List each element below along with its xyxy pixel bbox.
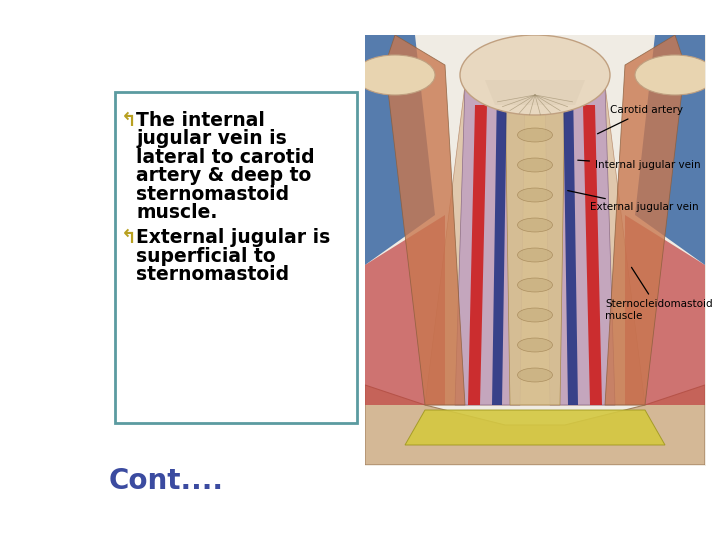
Text: Sternocleidomastoid
muscle: Sternocleidomastoid muscle	[605, 267, 713, 321]
Polygon shape	[505, 85, 565, 405]
Polygon shape	[625, 215, 705, 405]
Polygon shape	[545, 85, 615, 405]
Text: superficial to: superficial to	[137, 247, 276, 266]
Polygon shape	[635, 35, 705, 265]
Ellipse shape	[355, 55, 435, 95]
Ellipse shape	[518, 368, 552, 382]
Polygon shape	[583, 105, 602, 405]
Polygon shape	[468, 105, 487, 405]
Ellipse shape	[518, 98, 552, 112]
Ellipse shape	[518, 338, 552, 352]
Polygon shape	[405, 410, 665, 445]
Ellipse shape	[635, 55, 715, 95]
Polygon shape	[385, 35, 465, 405]
Ellipse shape	[518, 308, 552, 322]
Text: sternomastoid: sternomastoid	[137, 265, 289, 284]
Text: External jugular is: External jugular is	[137, 228, 330, 247]
Ellipse shape	[460, 35, 610, 115]
Polygon shape	[563, 85, 578, 405]
Text: Internal jugular vein: Internal jugular vein	[577, 160, 701, 170]
Text: lateral to carotid: lateral to carotid	[137, 148, 315, 167]
Ellipse shape	[518, 158, 552, 172]
Text: External jugular vein: External jugular vein	[567, 191, 698, 212]
Ellipse shape	[518, 278, 552, 292]
Text: muscle.: muscle.	[137, 204, 218, 222]
Polygon shape	[455, 85, 525, 405]
FancyBboxPatch shape	[115, 92, 357, 423]
Polygon shape	[365, 385, 705, 465]
Text: The internal: The internal	[137, 111, 266, 130]
Ellipse shape	[518, 188, 552, 202]
Ellipse shape	[518, 128, 552, 142]
Text: jugular vein is: jugular vein is	[137, 130, 287, 148]
Polygon shape	[425, 85, 645, 405]
Polygon shape	[365, 35, 435, 265]
Ellipse shape	[518, 248, 552, 262]
FancyBboxPatch shape	[373, 92, 634, 423]
Text: Cont....: Cont....	[109, 467, 224, 495]
Text: ↰: ↰	[121, 111, 137, 130]
Polygon shape	[485, 80, 585, 105]
Polygon shape	[365, 215, 445, 405]
Text: ↰: ↰	[121, 228, 137, 247]
Polygon shape	[492, 85, 507, 405]
Text: artery & deep to: artery & deep to	[137, 166, 312, 185]
Ellipse shape	[518, 218, 552, 232]
Polygon shape	[605, 35, 685, 405]
Text: Carotid artery: Carotid artery	[598, 105, 683, 134]
Text: sternomastoid: sternomastoid	[137, 185, 289, 204]
